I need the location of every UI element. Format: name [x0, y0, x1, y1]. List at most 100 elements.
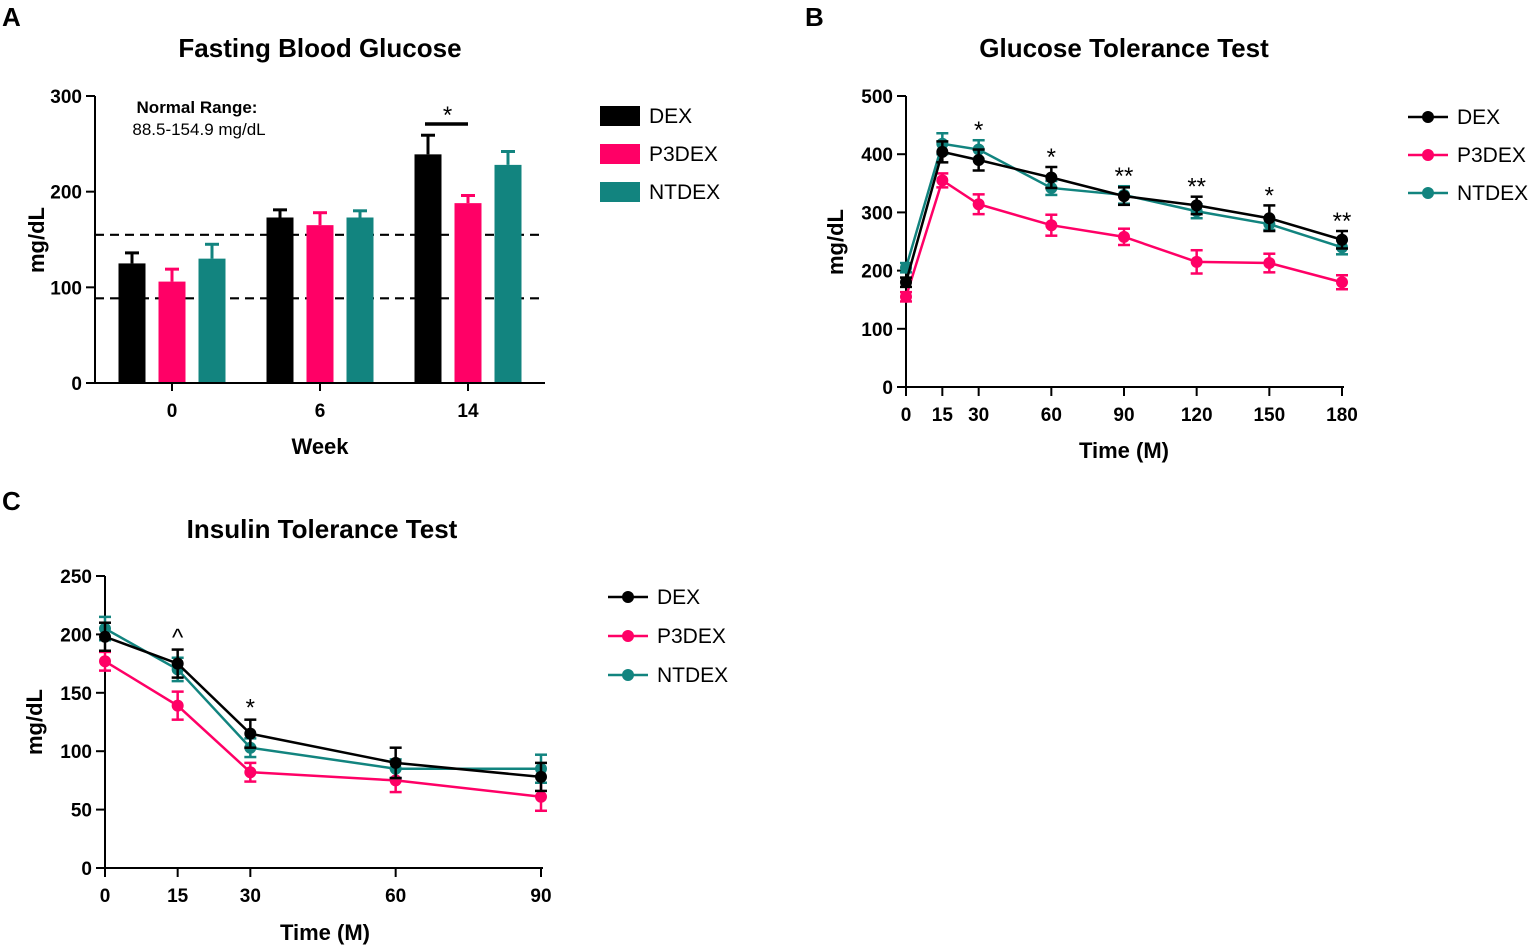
point-b-DEX-90 [1118, 190, 1130, 203]
point-c-DEX-15 [171, 657, 184, 670]
x-tick-label-b-60: 60 [1041, 405, 1062, 426]
point-c-P3DEX-30 [244, 766, 257, 779]
x-axis-title-a: Week [291, 434, 349, 459]
legend-marker-b-NTDEX [1422, 187, 1434, 199]
point-b-P3DEX-30 [972, 198, 985, 211]
x-tick-label-c-30: 30 [240, 886, 261, 907]
legend-label-a-DEX: DEX [649, 105, 692, 128]
plot-area-a: 0 100 200 300 0 6 14 * [50, 87, 545, 422]
legend-marker-c-NTDEX [622, 669, 634, 681]
normal-range-value: 88.5-154.9 mg/dL [132, 120, 265, 139]
x-tick-label-a-6: 6 [315, 401, 326, 422]
point-c-DEX-90 [535, 770, 547, 783]
bar-DEX-0 [118, 263, 146, 383]
legend-a: DEX P3DEX NTDEX [600, 105, 720, 204]
series-line-b-P3DEX [904, 178, 1343, 298]
y-tick-label-c-0: 0 [81, 859, 92, 880]
point-b-P3DEX-120 [1190, 255, 1203, 268]
point-c-P3DEX-90 [535, 790, 547, 803]
legend-c: DEX P3DEX NTDEX [608, 586, 728, 687]
point-c-P3DEX-0 [99, 655, 111, 668]
point-b-DEX-120 [1190, 199, 1203, 212]
x-tick-label-b-15: 15 [932, 405, 954, 426]
x-tick-label-a-0: 0 [167, 401, 178, 422]
panel-b: B Glucose Tolerance Test Time (M) mg/dL … [805, 2, 1528, 463]
legend-label-c-P3DEX: P3DEX [657, 625, 726, 648]
point-c-DEX-60 [389, 756, 402, 769]
y-tick-label-b-500: 500 [861, 87, 893, 108]
x-axis-title-c: Time (M) [280, 920, 370, 945]
y-tick-label-a-300: 300 [50, 87, 82, 108]
plot-area-c: 0 50 100 150 200 250 0 15 30 60 90 ^ * [60, 567, 551, 907]
x-tick-label-b-30: 30 [968, 405, 989, 426]
point-b-P3DEX-150 [1263, 257, 1276, 270]
legend-label-c-NTDEX: NTDEX [657, 664, 728, 687]
chart-title-c: Insulin Tolerance Test [187, 514, 458, 544]
bar-NTDEX-14 [494, 164, 522, 383]
point-c-DEX-30 [244, 727, 257, 740]
legend-marker-b-P3DEX [1422, 149, 1434, 161]
chart-title-b: Glucose Tolerance Test [979, 33, 1269, 63]
point-b-DEX-0 [900, 276, 912, 289]
y-tick-label-c-50: 50 [71, 801, 92, 822]
point-b-P3DEX-180 [1336, 276, 1348, 289]
significance-label-b-150: * [1265, 182, 1274, 209]
legend-label-c-DEX: DEX [657, 586, 700, 609]
significance-label-c-15: ^ [172, 625, 184, 652]
y-tick-label-c-150: 150 [60, 684, 92, 705]
bar-NTDEX-0 [198, 258, 226, 383]
significance-label-a-14: * [443, 102, 452, 129]
significance-label-b-30: * [974, 117, 983, 144]
bar-DEX-6 [266, 217, 294, 383]
point-b-DEX-60 [1045, 171, 1058, 184]
series-line-b-NTDEX [904, 142, 1343, 269]
point-b-DEX-15 [936, 145, 949, 158]
significance-label-c-30: * [246, 695, 255, 722]
legend-label-a-NTDEX: NTDEX [649, 181, 720, 204]
panel-label-c: C [2, 486, 21, 516]
x-tick-label-b-120: 120 [1181, 405, 1213, 426]
point-c-DEX-0 [99, 630, 111, 643]
bar-P3DEX-6 [306, 225, 334, 383]
point-b-DEX-150 [1263, 212, 1276, 225]
x-tick-label-b-150: 150 [1253, 405, 1285, 426]
legend-label-a-P3DEX: P3DEX [649, 143, 718, 166]
y-tick-label-c-100: 100 [60, 742, 92, 763]
legend-swatch-a-P3DEX [600, 144, 640, 164]
legend-marker-c-P3DEX [622, 630, 634, 642]
y-axis-title-c: mg/dL [22, 689, 47, 755]
point-b-DEX-180 [1336, 233, 1348, 246]
significance-label-b-120: ** [1187, 174, 1206, 201]
point-b-P3DEX-0 [900, 290, 912, 303]
x-tick-label-b-90: 90 [1113, 405, 1134, 426]
point-b-P3DEX-90 [1118, 230, 1130, 243]
y-tick-label-a-200: 200 [50, 183, 82, 204]
x-tick-label-b-180: 180 [1326, 405, 1358, 426]
normal-range-heading: Normal Range: [137, 98, 258, 117]
y-tick-label-b-0: 0 [882, 378, 893, 399]
legend-label-b-DEX: DEX [1457, 106, 1500, 129]
x-tick-label-c-0: 0 [100, 886, 111, 907]
point-c-P3DEX-15 [171, 699, 184, 712]
x-tick-label-c-90: 90 [530, 886, 551, 907]
series-line-b-DEX [904, 150, 1343, 283]
legend-marker-c-DEX [622, 591, 634, 603]
bar-NTDEX-6 [346, 217, 374, 383]
y-tick-label-b-400: 400 [861, 145, 893, 166]
bar-P3DEX-0 [158, 281, 186, 383]
legend-marker-b-DEX [1422, 111, 1434, 123]
point-b-DEX-30 [972, 154, 985, 167]
panel-a: A Fasting Blood Glucose Week mg/dL Norma… [2, 2, 720, 459]
panel-label-a: A [2, 2, 21, 32]
x-tick-label-c-60: 60 [385, 886, 406, 907]
legend-b: DEX P3DEX NTDEX [1408, 106, 1528, 205]
significance-label-b-60: * [1047, 144, 1056, 171]
legend-swatch-a-NTDEX [600, 182, 640, 202]
y-tick-label-b-300: 300 [861, 203, 893, 224]
y-axis-title-b: mg/dL [823, 209, 848, 275]
point-b-P3DEX-60 [1045, 219, 1058, 232]
series-line-c-P3DEX [104, 660, 542, 798]
point-b-P3DEX-15 [936, 174, 949, 187]
